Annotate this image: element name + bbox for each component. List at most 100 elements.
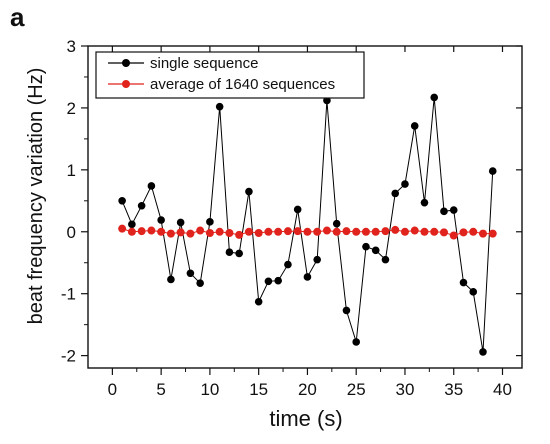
legend-marker: [122, 59, 130, 67]
data-point: [332, 227, 341, 236]
data-point: [400, 227, 409, 236]
data-point: [128, 220, 136, 229]
data-point: [439, 228, 448, 237]
legend-label: single sequence: [150, 55, 258, 72]
panel-label: a: [10, 2, 25, 32]
data-point: [137, 227, 146, 236]
x-tick-label: 25: [347, 380, 366, 399]
data-point: [166, 229, 175, 238]
data-point: [381, 227, 390, 236]
axes: 0 5 10 15 20 25 30 35 40 -2 -1 0 1 2 3: [61, 37, 523, 399]
data-point: [215, 102, 224, 111]
data-point: [264, 277, 273, 286]
data-point: [362, 242, 370, 251]
series-layer: [118, 93, 497, 356]
data-point: [147, 182, 156, 190]
data-point: [225, 229, 234, 238]
data-point: [264, 227, 273, 236]
y-tick-label: 1: [67, 161, 76, 180]
data-point: [459, 228, 468, 237]
x-tick-label: 5: [156, 380, 165, 399]
data-point: [449, 231, 458, 240]
data-point: [196, 226, 205, 235]
data-point: [186, 269, 195, 278]
data-point: [478, 229, 487, 238]
data-point: [371, 246, 380, 255]
data-point: [245, 187, 253, 196]
data-point: [332, 219, 341, 228]
data-point: [127, 227, 136, 236]
legend-marker: [122, 80, 130, 88]
data-point: [322, 226, 331, 235]
data-point: [274, 276, 282, 285]
x-tick-label: 30: [396, 380, 415, 399]
data-point: [118, 224, 127, 233]
data-point: [254, 297, 263, 306]
legend-box: [95, 51, 365, 99]
data-point: [410, 122, 419, 130]
x-tick-label: 0: [108, 380, 117, 399]
data-point: [420, 227, 429, 236]
data-point: [371, 227, 380, 236]
data-point: [303, 273, 312, 281]
data-point: [381, 255, 390, 264]
data-point: [244, 227, 253, 236]
data-point: [313, 227, 322, 236]
x-tick-label: 20: [298, 380, 317, 399]
plot-frame: [87, 45, 523, 369]
data-point: [449, 206, 458, 214]
data-point: [342, 227, 351, 236]
data-point: [225, 248, 234, 257]
data-point: [205, 229, 214, 238]
y-axis-label: beat frequency variation (Hz): [25, 68, 47, 325]
x-tick-label: 15: [249, 380, 268, 399]
data-point: [479, 348, 487, 356]
y-tick-label: -2: [61, 347, 76, 366]
data-point: [176, 228, 185, 237]
data-point: [293, 205, 302, 214]
data-point: [284, 260, 292, 269]
data-point: [196, 279, 204, 287]
y-tick-label: 2: [67, 99, 76, 118]
data-point: [167, 275, 175, 284]
series-single-sequence: [118, 93, 497, 356]
data-point: [147, 226, 156, 235]
data-point: [137, 201, 146, 210]
data-point: [440, 207, 448, 216]
x-axis-label: time (s): [269, 406, 342, 431]
data-point: [215, 227, 224, 236]
series-average: [118, 224, 497, 240]
data-point: [235, 249, 243, 258]
data-point: [254, 229, 263, 238]
x-tick-label: 35: [444, 380, 463, 399]
data-point: [157, 216, 165, 224]
data-point: [303, 227, 312, 236]
data-point: [313, 255, 321, 264]
data-point: [293, 227, 302, 236]
data-point: [352, 227, 361, 236]
data-point: [235, 230, 244, 239]
data-point: [283, 227, 292, 236]
data-point: [430, 93, 439, 102]
data-point: [391, 225, 400, 234]
data-point: [352, 338, 361, 346]
data-point: [401, 180, 409, 188]
data-point: [459, 278, 468, 287]
data-point: [430, 227, 439, 236]
data-point: [186, 229, 195, 238]
data-point: [176, 218, 185, 227]
data-point: [118, 197, 126, 205]
data-point: [469, 288, 478, 296]
y-tick-label: 0: [67, 223, 76, 242]
y-tick-label: 3: [67, 37, 76, 56]
data-point: [206, 218, 214, 226]
legend: single sequence average of 1640 sequences: [95, 51, 365, 99]
data-point: [410, 226, 419, 235]
data-point: [488, 167, 497, 175]
y-tick-label: -1: [61, 285, 76, 304]
data-point: [391, 189, 400, 198]
data-point: [157, 227, 166, 236]
data-point: [274, 227, 283, 236]
data-point: [420, 198, 429, 207]
